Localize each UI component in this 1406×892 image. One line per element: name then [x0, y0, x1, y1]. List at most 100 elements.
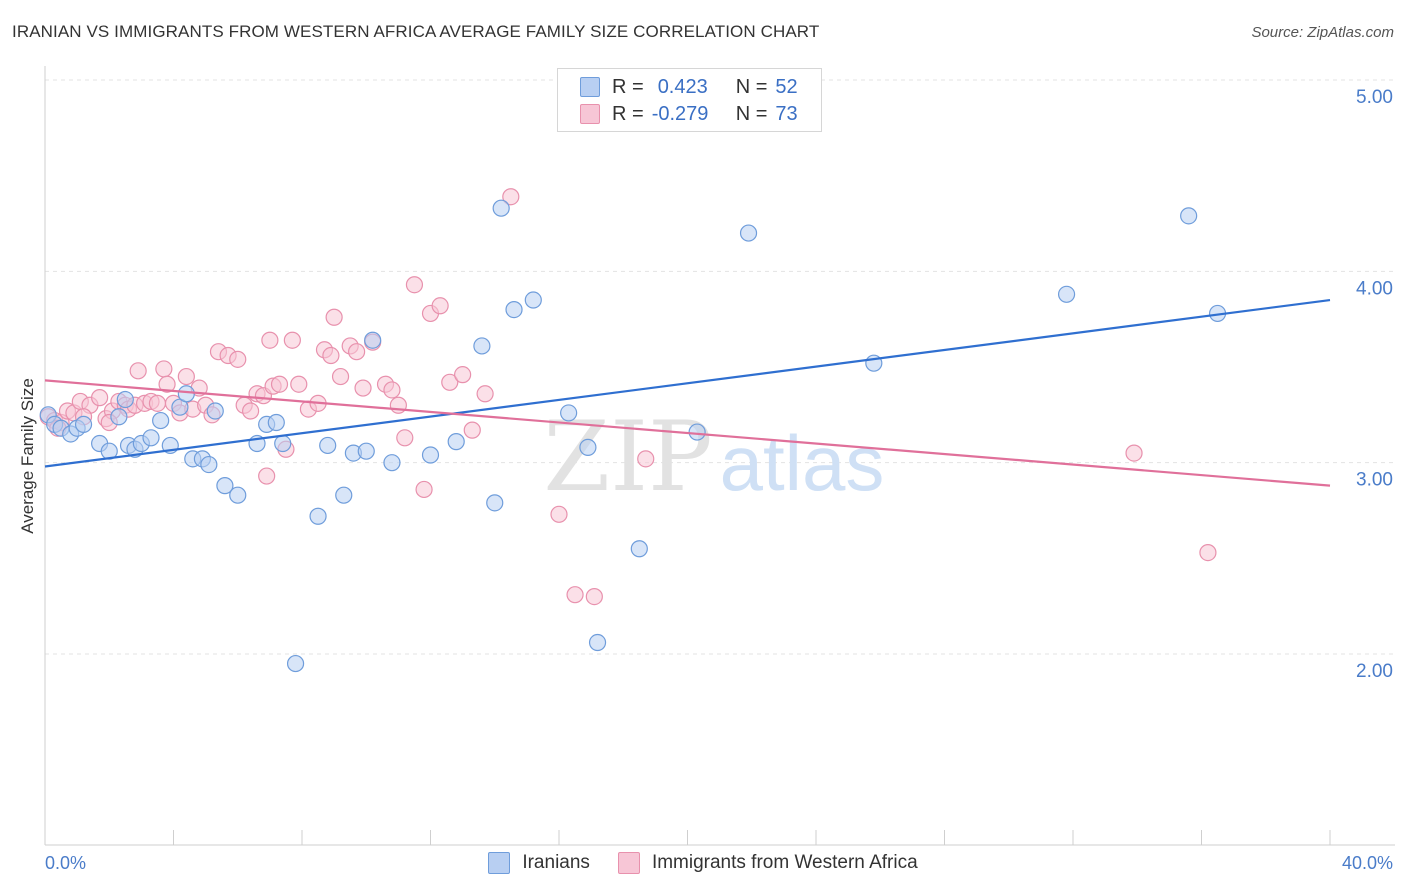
western-africa-point: [431, 297, 449, 315]
western-africa-point: [129, 362, 147, 380]
iranian-point: [142, 429, 160, 447]
iranian-point: [274, 434, 292, 453]
western-africa-point: [396, 429, 414, 447]
iranian-point: [216, 477, 234, 495]
western-africa-point: [476, 385, 494, 403]
iranian-point: [364, 331, 382, 349]
iranian-point: [383, 454, 401, 472]
western-africa-point: [229, 350, 247, 368]
iranian-point: [267, 413, 285, 432]
western-africa-point: [550, 505, 568, 523]
iranian-point: [630, 540, 648, 558]
iranian-point: [560, 404, 578, 422]
legend-n-label: N =: [735, 75, 768, 98]
legend-item-western-africa: Immigrants from Western Africa: [617, 852, 918, 874]
iranian-point: [116, 390, 134, 409]
iranian-point: [524, 291, 542, 309]
western-africa-point: [331, 367, 350, 386]
iranian-point: [206, 402, 224, 420]
western-africa-point: [354, 379, 372, 397]
western-africa-point: [155, 360, 173, 378]
western-africa-point: [261, 331, 279, 349]
trend-lines: [44, 298, 1331, 487]
iranian-point: [200, 455, 218, 474]
iranian-point: [286, 654, 305, 673]
chart-source: Source: ZipAtlas.com: [1251, 24, 1394, 41]
legend-swatch-western-africa: [617, 852, 640, 874]
legend-n-label: N =: [735, 102, 768, 125]
iranian-point: [319, 436, 337, 455]
western-africa-point: [242, 402, 260, 420]
iranian-point: [357, 442, 375, 460]
watermark-atlas: atlas: [720, 419, 885, 507]
western-africa-point: [283, 331, 301, 349]
iranian-point: [447, 433, 465, 451]
correlation-legend: R = 0.423 N = 52 R = -0.279 N = 73: [557, 68, 822, 132]
iranian-point: [505, 301, 523, 319]
legend-label-western-africa: Immigrants from Western Africa: [651, 852, 918, 873]
iranian-point: [492, 199, 510, 217]
iranian-trend-line: [44, 298, 1331, 468]
legend-n-value: 52: [775, 75, 798, 98]
legend-row-iranians: R = 0.423 N = 52: [580, 75, 798, 99]
western-africa-point: [566, 586, 584, 604]
series-legend: Iranians Immigrants from Western Africa: [0, 852, 1406, 874]
legend-r-label: R =: [612, 102, 644, 125]
western-africa-point: [322, 346, 340, 365]
iranian-point: [177, 385, 195, 403]
legend-swatch-pink: [580, 104, 600, 124]
legend-label-iranians: Iranians: [522, 852, 590, 873]
western-africa-point: [91, 389, 109, 407]
western-africa-point: [454, 366, 472, 384]
western-africa-point: [158, 375, 176, 393]
iranian-point: [229, 486, 247, 504]
watermark: ZIP atlas: [543, 401, 884, 513]
legend-r-label: R =: [612, 75, 644, 98]
iranian-point: [1057, 285, 1076, 303]
y-tick-label: 4.00: [1356, 278, 1393, 299]
western-africa-point: [585, 587, 603, 606]
iranian-point: [152, 411, 170, 430]
tick-labels: 2.00 3.00 4.00 5.00 0.0% 40.0%: [45, 87, 1393, 873]
western-africa-point: [383, 381, 401, 399]
legend-r-value: -0.279: [651, 102, 709, 125]
iranian-point: [486, 494, 504, 512]
legend-r-value: 0.423: [657, 75, 708, 98]
legend-n-value: 73: [775, 102, 798, 125]
western-africa-point: [290, 375, 308, 393]
legend-row-western-africa: R = -0.279 N = 73: [580, 102, 798, 126]
iranian-point: [421, 446, 440, 464]
iranian-point: [1180, 207, 1198, 225]
western-africa-point: [415, 480, 433, 499]
y-tick-label: 3.00: [1356, 470, 1393, 491]
iranian-point: [74, 415, 93, 433]
western-africa-point: [148, 394, 167, 412]
iranian-point: [579, 438, 597, 456]
iranian-point: [473, 337, 491, 355]
western-africa-point: [405, 276, 424, 294]
western-africa-point: [348, 343, 366, 361]
iranian-point: [110, 408, 128, 426]
x-tick-label-max: 40.0%: [1342, 853, 1393, 873]
western-africa-trend-line: [44, 379, 1331, 487]
iranian-point: [739, 224, 758, 242]
western-africa-point: [1199, 543, 1217, 562]
x-tick-label-min: 0.0%: [45, 853, 86, 873]
iranian-point: [588, 633, 607, 652]
legend-swatch-iranians: [488, 852, 511, 874]
iranian-point: [688, 423, 706, 441]
legend-item-iranians: Iranians: [488, 852, 590, 874]
chart-title: IRANIAN VS IMMIGRANTS FROM WESTERN AFRIC…: [12, 22, 820, 41]
western-africa-point: [463, 421, 481, 439]
grid-lines: [45, 79, 1395, 655]
western-africa-point: [325, 308, 343, 326]
western-africa-point: [637, 450, 655, 468]
western-africa-point: [177, 367, 195, 386]
western-africa-point: [258, 467, 276, 485]
y-tick-label: 5.00: [1356, 87, 1393, 108]
western-africa-point: [1125, 444, 1143, 462]
y-tick-label: 2.00: [1356, 661, 1393, 682]
iranian-point: [335, 486, 353, 504]
legend-swatch-blue: [580, 77, 600, 97]
